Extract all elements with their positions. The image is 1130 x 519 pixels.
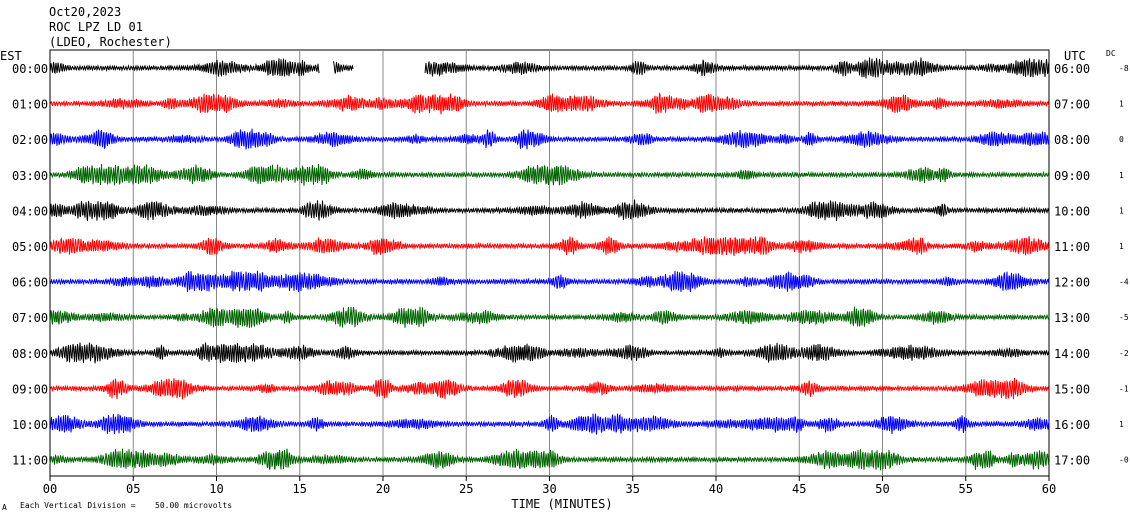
- date-label: Oct20,2023: [49, 5, 121, 19]
- seismic-trace: [49, 57, 1050, 79]
- x-tick-label: 35: [626, 482, 640, 496]
- x-tick-label: 25: [459, 482, 473, 496]
- est-hour-label: 08:00: [12, 347, 48, 361]
- station-label: ROC LPZ LD 01: [49, 20, 143, 34]
- est-hour-label: 05:00: [12, 240, 48, 254]
- x-tick-label: 40: [709, 482, 723, 496]
- seismic-trace: [49, 342, 1050, 364]
- dc-offset-label: -1: [1119, 384, 1129, 393]
- utc-hour-label: 14:00: [1054, 347, 1090, 361]
- x-tick-label: 60: [1042, 482, 1056, 496]
- utc-hour-label: 15:00: [1054, 382, 1090, 396]
- x-tick-label: 15: [293, 482, 307, 496]
- dc-offset-label: 1: [1119, 171, 1124, 180]
- utc-hour-label: 06:00: [1054, 62, 1090, 76]
- seismic-trace: [49, 270, 1050, 293]
- seismic-trace: [49, 377, 1050, 400]
- x-tick-label: 45: [792, 482, 806, 496]
- x-tick-label: 55: [959, 482, 973, 496]
- est-hour-label: 04:00: [12, 204, 48, 218]
- scale-value: 50.00 microvolts: [155, 501, 232, 510]
- est-hour-label: 02:00: [12, 133, 48, 147]
- utc-hour-label: 17:00: [1054, 454, 1090, 468]
- dc-offset-label: 0: [1119, 135, 1124, 144]
- dc-offset-label: -5: [1119, 313, 1129, 322]
- x-tick-label: 20: [376, 482, 390, 496]
- utc-hour-label: 16:00: [1054, 418, 1090, 432]
- dc-axis-label: DC: [1106, 49, 1116, 58]
- dc-offset-label: 1: [1119, 420, 1124, 429]
- x-tick-label: 10: [209, 482, 223, 496]
- seismic-trace: [49, 413, 1050, 435]
- corner-mark: A: [2, 503, 7, 512]
- est-hour-label: 01:00: [12, 98, 48, 112]
- x-tick-label: 50: [875, 482, 889, 496]
- utc-hour-label: 09:00: [1054, 169, 1090, 183]
- x-axis-ticks: 00 05 10 15 20 25 30 35 40 45 50 55 60: [43, 476, 1056, 496]
- est-hour-label: 10:00: [12, 418, 48, 432]
- dc-offset-label: -0: [1119, 456, 1129, 465]
- est-hour-label: 03:00: [12, 169, 48, 183]
- row-labels: 00:00 06:00 -8 01:00 07:00 1 02:00 08:00 0 03:00 0…: [12, 62, 1129, 468]
- est-hour-label: 11:00: [12, 454, 48, 468]
- dc-offset-label: -2: [1119, 349, 1129, 358]
- dc-offset-label: 1: [1119, 242, 1124, 251]
- seismic-trace: [49, 448, 1050, 471]
- utc-hour-label: 08:00: [1054, 133, 1090, 147]
- est-hour-label: 06:00: [12, 276, 48, 290]
- est-hour-label: 00:00: [12, 62, 48, 76]
- dc-offset-label: -8: [1119, 64, 1129, 73]
- utc-hour-label: 10:00: [1054, 204, 1090, 218]
- utc-hour-label: 11:00: [1054, 240, 1090, 254]
- trace-group: [49, 57, 1050, 471]
- seismic-trace: [49, 235, 1050, 257]
- x-axis-title: TIME (MINUTES): [511, 497, 612, 511]
- utc-hour-label: 13:00: [1054, 311, 1090, 325]
- est-hour-label: 09:00: [12, 382, 48, 396]
- scale-note: Each Vertical Division =: [20, 501, 136, 510]
- seismic-trace: [49, 199, 1050, 222]
- dc-offset-label: 1: [1119, 206, 1124, 215]
- est-axis-label: EST: [0, 49, 22, 63]
- dc-offset-label: -4: [1119, 278, 1129, 287]
- seismic-trace: [49, 306, 1050, 328]
- dc-offset-label: 1: [1119, 100, 1124, 109]
- seismic-trace: [49, 163, 1050, 186]
- seismic-trace: [49, 91, 1050, 115]
- seismic-trace: [49, 128, 1050, 150]
- x-tick-label: 05: [126, 482, 140, 496]
- est-hour-label: 07:00: [12, 311, 48, 325]
- x-tick-label: 30: [542, 482, 556, 496]
- utc-axis-label: UTC: [1064, 49, 1086, 63]
- network-label: (LDEO, Rochester): [49, 35, 172, 49]
- x-tick-label: 00: [43, 482, 57, 496]
- utc-hour-label: 07:00: [1054, 98, 1090, 112]
- vertical-gridlines: [132, 50, 967, 476]
- utc-hour-label: 12:00: [1054, 276, 1090, 290]
